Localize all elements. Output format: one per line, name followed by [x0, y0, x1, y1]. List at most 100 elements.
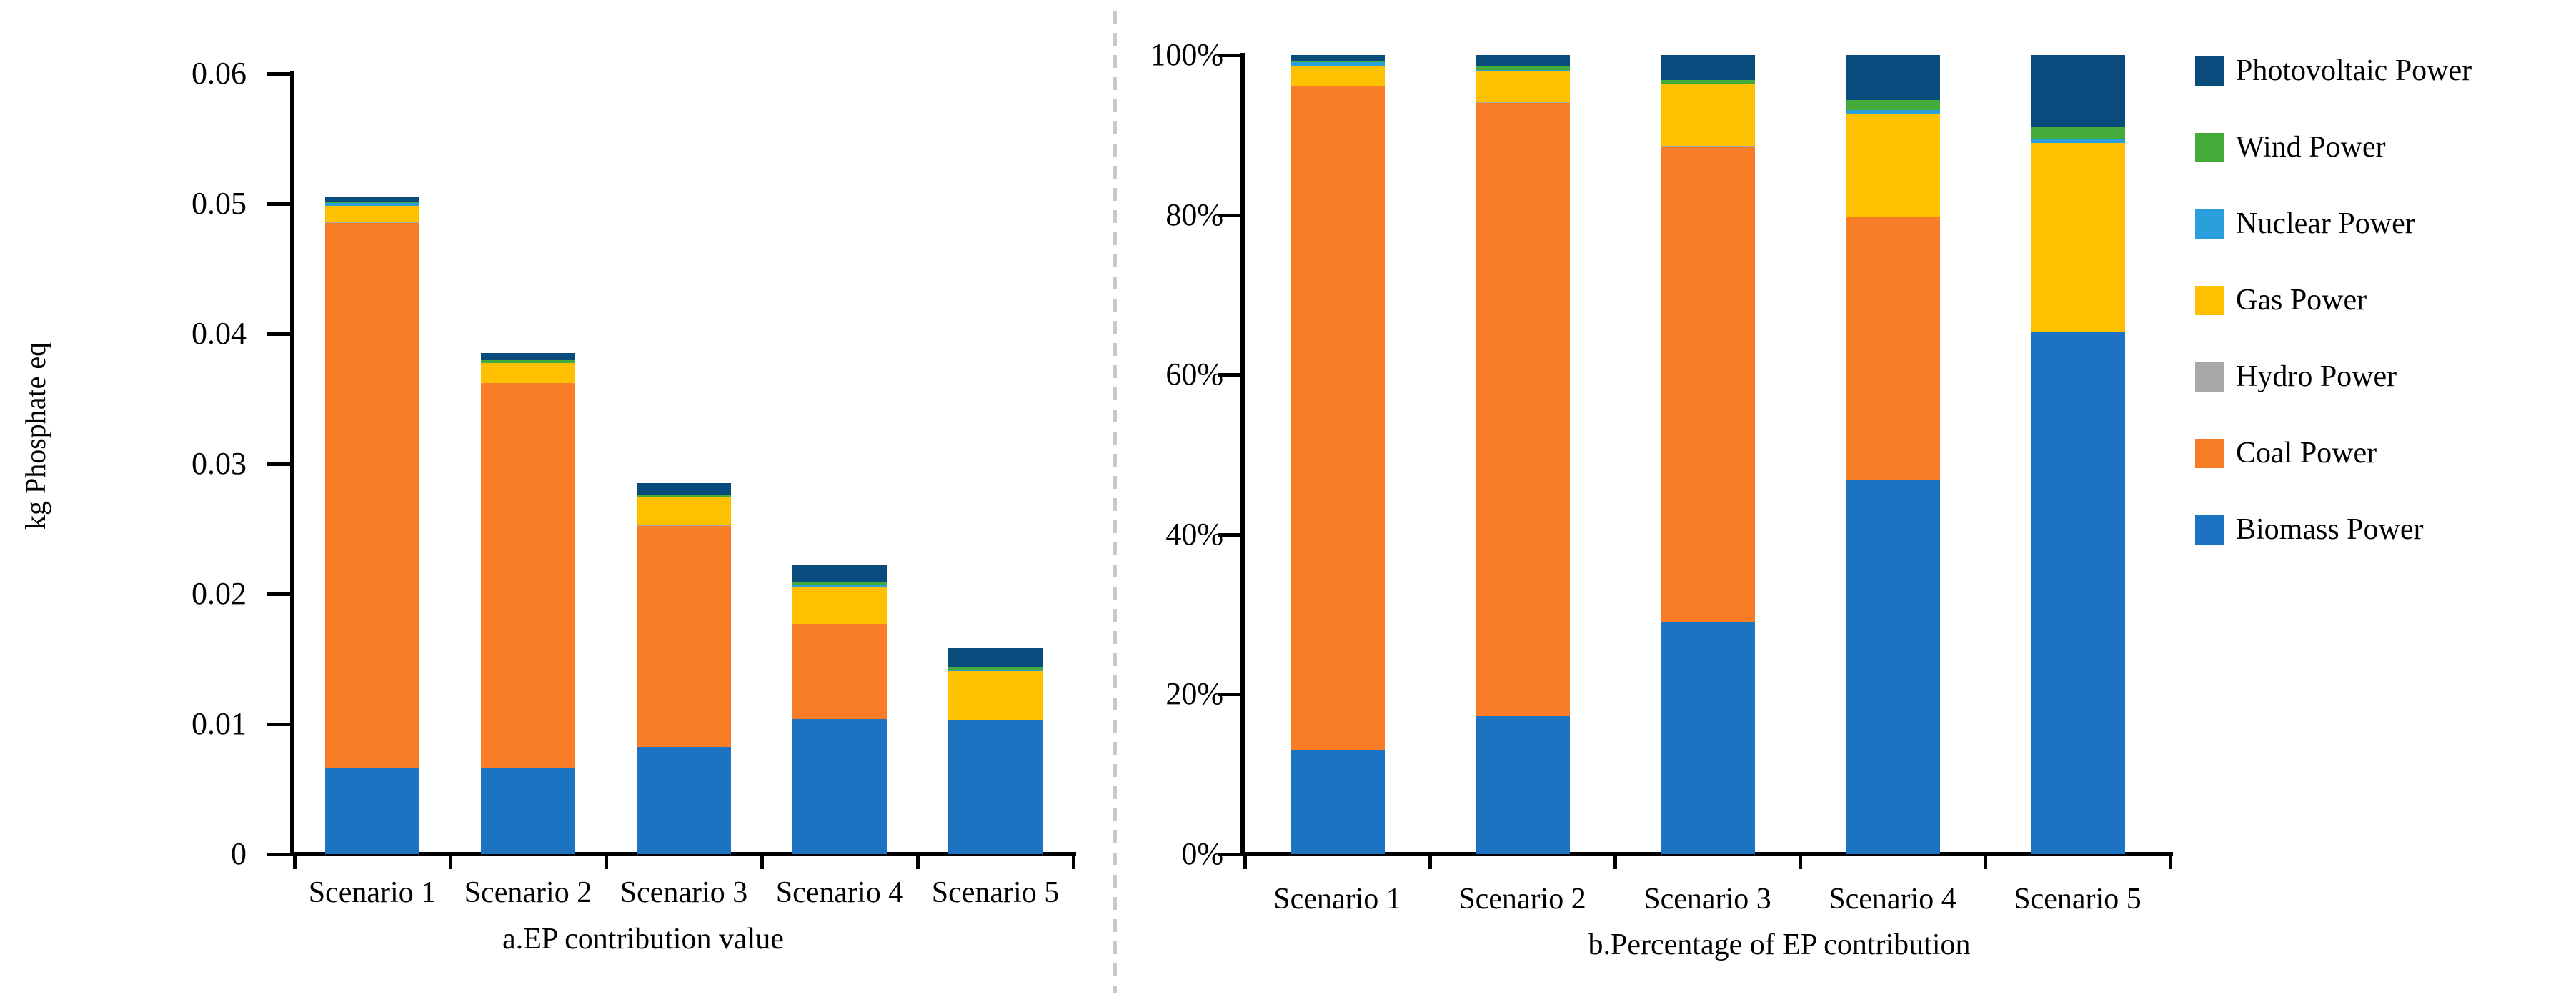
legend-item-coal: Coal Power [2195, 438, 2472, 468]
segment-hydro-power [481, 382, 575, 384]
segment-photovoltaic-power [1845, 55, 1940, 100]
bar-scenario-2 [481, 74, 575, 854]
legend-label: Wind Power [2236, 131, 2386, 164]
y-axis-tick [267, 332, 293, 336]
category-label-1: Scenario 1 [308, 876, 437, 909]
right-chart-title: b.Percentage of EP contribution [1588, 928, 1971, 961]
x-axis-tick [760, 852, 764, 869]
x-axis-tick [1428, 852, 1432, 869]
bar-scenario-5 [948, 74, 1043, 854]
segment-biomass-power [2030, 332, 2125, 854]
legend-item-photovoltaic: Photovoltaic Power [2195, 56, 2472, 86]
left-x-axis-line [290, 852, 1076, 856]
ytick-label-0: 0% [1181, 836, 1223, 871]
segment-photovoltaic-power [481, 353, 575, 361]
category-label-2: Scenario 2 [1458, 883, 1586, 916]
segment-gas-power [325, 205, 419, 222]
wind-swatch-icon [2195, 132, 2224, 162]
right-bars-area [1245, 55, 2170, 854]
x-axis-tick [916, 852, 920, 869]
category-label-3: Scenario 3 [1643, 883, 1771, 916]
ytick-label-40: 40% [1165, 516, 1223, 552]
ytick-label-002: 0.02 [192, 576, 247, 611]
segment-gas-power [1475, 71, 1570, 102]
category-label-4: Scenario 4 [1829, 883, 1956, 916]
segment-gas-power [1660, 84, 1755, 147]
segment-wind-power [2030, 127, 2125, 139]
ytick-label-60: 60% [1165, 357, 1223, 392]
segment-wind-power [792, 581, 887, 586]
biomass-swatch-icon [2195, 515, 2224, 545]
coal-swatch-icon [2195, 438, 2224, 468]
y-axis-tick [1218, 693, 1243, 697]
panel-divider-line [1113, 11, 1117, 993]
segment-gas-power [2030, 143, 2125, 332]
legend-label: Photovoltaic Power [2236, 54, 2472, 87]
segment-biomass-power [948, 720, 1043, 854]
y-axis-tick [1218, 532, 1243, 537]
segment-photovoltaic-power [325, 197, 419, 203]
segment-photovoltaic-power [1475, 55, 1570, 66]
x-axis-tick [1072, 852, 1075, 869]
segment-nuclear-power [792, 585, 887, 587]
legend: Photovoltaic Power Wind Power Nuclear Powe… [2195, 56, 2472, 591]
segment-nuclear-power [2030, 139, 2125, 143]
ytick-label-001: 0.01 [192, 706, 247, 741]
bar-scenario-1 [1290, 55, 1385, 854]
x-axis-tick [1984, 852, 1987, 869]
x-axis-tick [449, 852, 452, 869]
segment-coal-power [637, 525, 731, 747]
bar-scenario-3 [1660, 55, 1755, 854]
segment-biomass-power [1290, 750, 1385, 854]
legend-label: Biomass Power [2236, 513, 2424, 546]
segment-gas-power [948, 670, 1043, 720]
segment-gas-power [637, 497, 731, 526]
y-axis-tick [267, 853, 293, 856]
segment-hydro-power [1475, 101, 1570, 104]
segment-photovoltaic-power [1290, 55, 1385, 61]
segment-coal-power [1290, 86, 1385, 750]
category-label-4: Scenario 4 [775, 876, 904, 909]
segment-coal-power [792, 624, 887, 719]
segment-nuclear-power [948, 670, 1043, 671]
y-axis-tick [1218, 853, 1243, 856]
segment-biomass-power [1475, 715, 1570, 854]
legend-item-wind: Wind Power [2195, 132, 2472, 162]
segment-gas-power [792, 586, 887, 624]
segment-biomass-power [325, 768, 419, 854]
segment-nuclear-power [481, 362, 575, 364]
ytick-label-20: 20% [1165, 676, 1223, 712]
y-axis-tick [267, 462, 293, 466]
y-axis-tick [267, 592, 293, 596]
segment-nuclear-power [1290, 62, 1385, 66]
segment-hydro-power [637, 525, 731, 526]
segment-coal-power [1660, 147, 1755, 622]
x-axis-tick [1799, 852, 1802, 869]
segment-gas-power [1845, 113, 1940, 217]
segment-hydro-power [325, 222, 419, 223]
ytick-label-100: 100% [1150, 37, 1223, 72]
category-label-5: Scenario 5 [2014, 883, 2142, 916]
hydro-swatch-icon [2195, 362, 2224, 392]
bar-scenario-2 [1475, 55, 1570, 854]
ytick-label-003: 0.03 [192, 446, 247, 481]
right-x-axis-line [1240, 852, 2173, 856]
segment-coal-power [1475, 103, 1570, 716]
segment-nuclear-power [325, 203, 419, 206]
bar-scenario-4 [1845, 55, 1940, 854]
left-y-axis-line [290, 71, 294, 856]
y-axis-tick [267, 723, 293, 726]
segment-photovoltaic-power [2030, 55, 2125, 127]
segment-coal-power [481, 383, 575, 768]
category-label-1: Scenario 1 [1273, 883, 1401, 916]
legend-label: Gas Power [2236, 284, 2367, 317]
x-axis-tick [605, 852, 608, 869]
segment-photovoltaic-power [948, 648, 1043, 668]
ytick-label-80: 80% [1165, 197, 1223, 232]
segment-wind-power [637, 495, 731, 497]
legend-item-hydro: Hydro Power [2195, 362, 2472, 392]
y-axis-tick [267, 72, 293, 76]
segment-wind-power [481, 360, 575, 363]
category-label-3: Scenario 3 [620, 876, 748, 909]
